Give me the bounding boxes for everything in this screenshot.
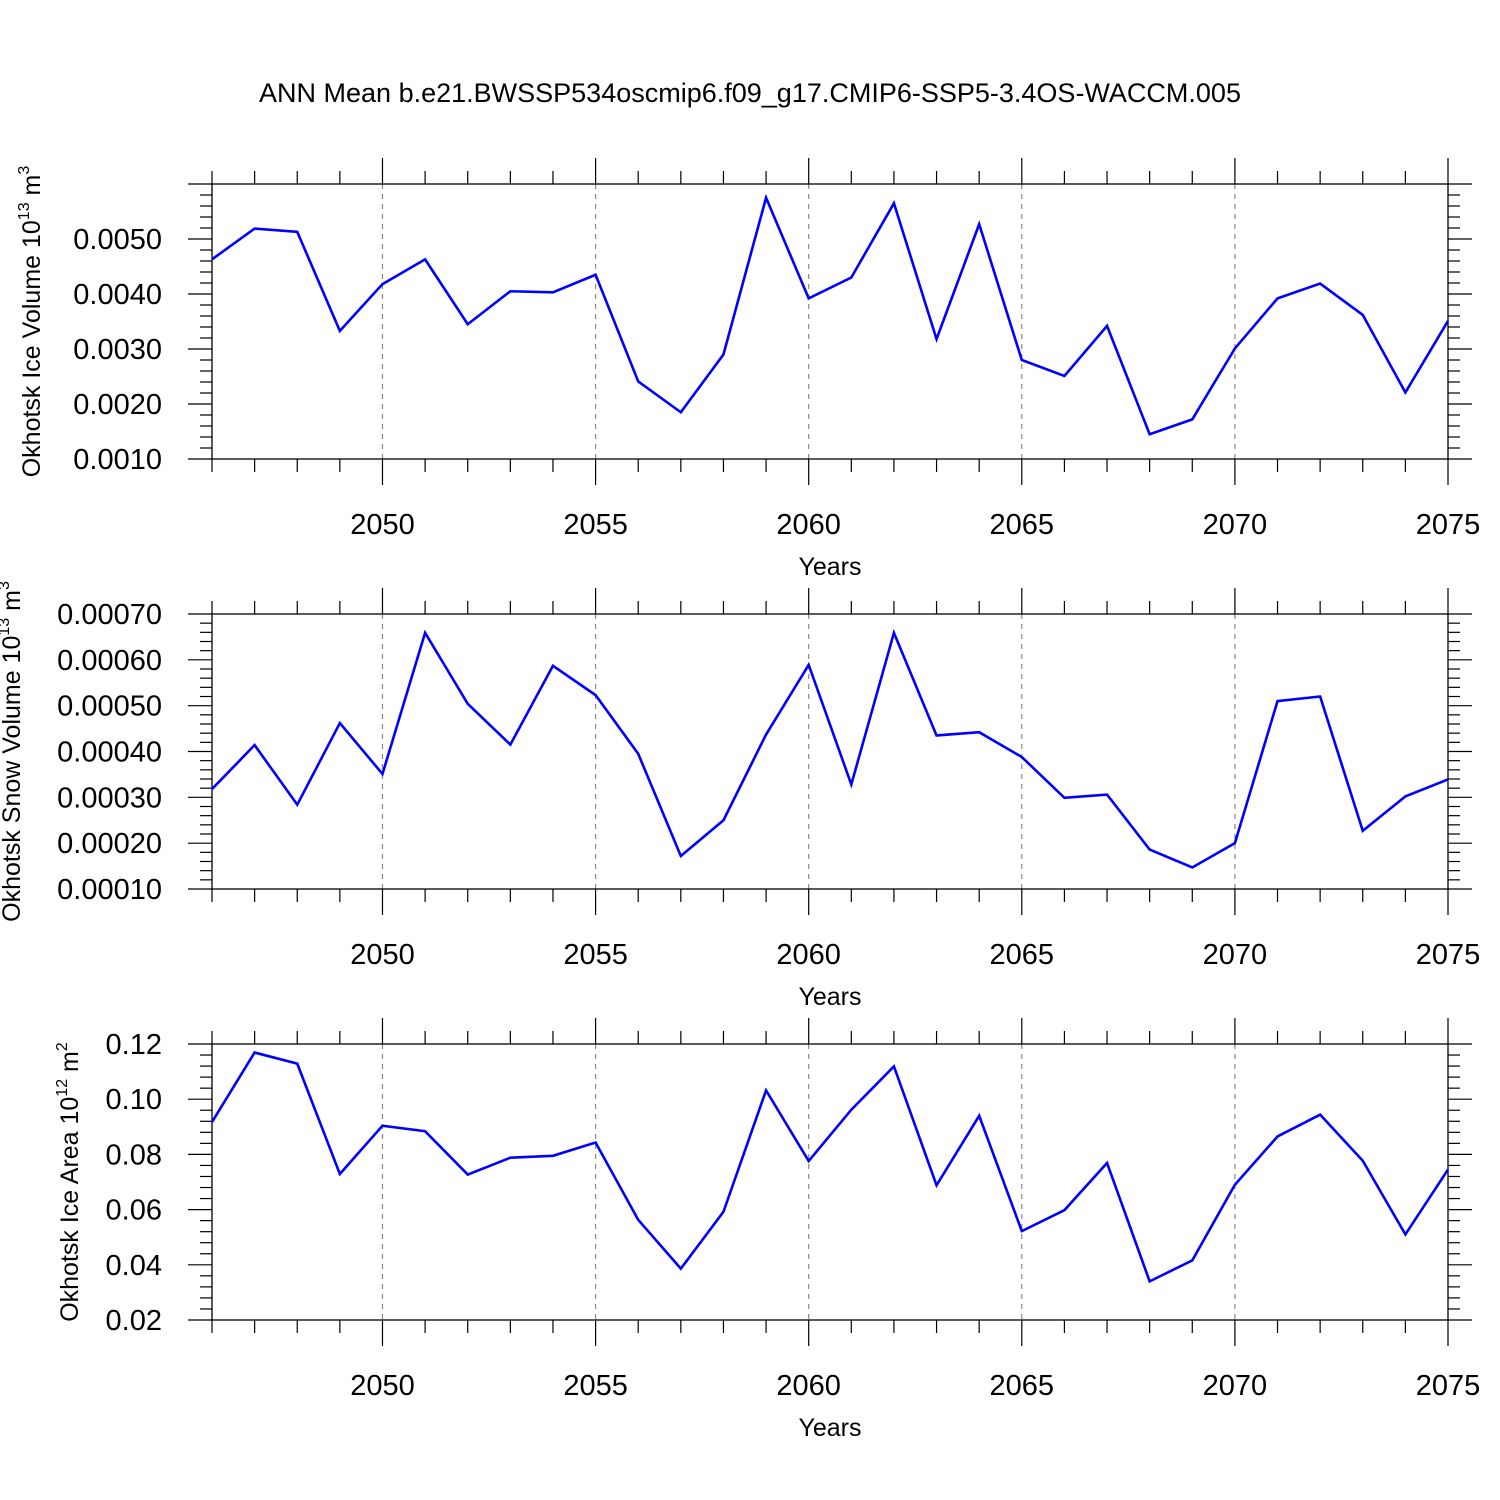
y-tick-label: 0.12 [106,1029,162,1061]
data-series-line [211,628,1449,869]
plot-frame [211,1043,1449,1321]
y-tick-label: 0.0010 [73,444,162,476]
y-label-unit-exponent: 3 [0,581,13,590]
panel-3: 0.02 0.04 0.06 0.08 0.10 0.12 2050 2055 2060 2065… [54,1018,1480,1442]
x-axis-label: Years [798,553,861,581]
x-tick-label: 2060 [776,939,841,971]
y-tick-label: 0.10 [106,1084,162,1116]
y-tick-label: 0.00020 [57,828,162,860]
x-tick-label: 2065 [990,509,1055,541]
x-tick-label: 2075 [1416,1370,1481,1402]
y-label-text: Okhotsk Ice Area 10 [56,1097,84,1322]
y-tick-label: 0.0040 [73,279,162,311]
y-tick-label: 0.00040 [57,737,162,769]
x-tick-label: 2070 [1203,1370,1268,1402]
y-label-unit-exponent: 2 [54,1042,71,1051]
y-tick-label: 0.0020 [73,389,162,421]
panel-2: 0.00010 0.00020 0.00030 0.00040 0.00050 0.000… [0,581,1480,1011]
x-axis-label: Years [798,983,861,1011]
x-tick-label: 2070 [1203,509,1268,541]
y-label-exponent: 13 [0,618,13,636]
y-axis-label: Okhotsk Ice Area 1012 m2 [54,1042,84,1322]
y-tick-label: 0.06 [106,1195,162,1227]
x-tick-label: 2075 [1416,509,1481,541]
y-tick-label: 0.00030 [57,782,162,814]
y-axis-label: Okhotsk Snow Volume 1013 m3 [0,581,26,922]
y-tick-label: 0.02 [106,1305,162,1337]
x-tick-label: 2060 [776,509,841,541]
x-tick-label: 2055 [563,509,628,541]
y-label-text: Okhotsk Ice Volume 10 [18,220,46,477]
x-tick-label: 2065 [990,939,1055,971]
y-tick-label: 0.0030 [73,334,162,366]
x-tick-label: 2075 [1416,939,1481,971]
y-tick-label: 0.04 [106,1250,162,1282]
y-label-unit: m [18,175,46,203]
x-tick-label: 2060 [776,1370,841,1402]
chart-title: ANN Mean b.e21.BWSSP534oscmip6.f09_g17.C… [259,78,1241,108]
plot-frame [211,183,1449,460]
x-tick-label: 2055 [563,939,628,971]
y-label-text: Okhotsk Snow Volume 10 [0,636,26,922]
y-label-unit: m [0,590,26,618]
x-tick-label: 2070 [1203,939,1268,971]
x-tick-label: 2050 [350,939,415,971]
data-series-line [211,193,1450,436]
x-tick-label: 2065 [990,1370,1055,1402]
y-label-exponent: 13 [16,202,33,220]
y-tick-label: 0.00010 [57,874,162,906]
y-tick-label: 0.0050 [73,224,162,256]
y-label-unit-exponent: 3 [16,166,33,175]
y-axis-label: Okhotsk Ice Volume 1013 m3 [16,166,46,478]
x-tick-label: 2050 [350,509,415,541]
x-tick-label: 2050 [350,1370,415,1402]
x-axis-label: Years [798,1414,861,1442]
data-series-line [210,1051,1450,1284]
y-tick-label: 0.00060 [57,645,162,677]
y-tick-label: 0.00070 [57,599,162,631]
y-tick-label: 0.00050 [57,691,162,723]
panel-1: 0.0010 0.0020 0.0030 0.0040 0.0050 2050 2055 20… [16,158,1480,581]
x-tick-label: 2055 [563,1370,628,1402]
y-label-exponent: 12 [54,1079,71,1097]
y-label-unit: m [56,1051,84,1079]
y-tick-label: 0.08 [106,1139,162,1171]
